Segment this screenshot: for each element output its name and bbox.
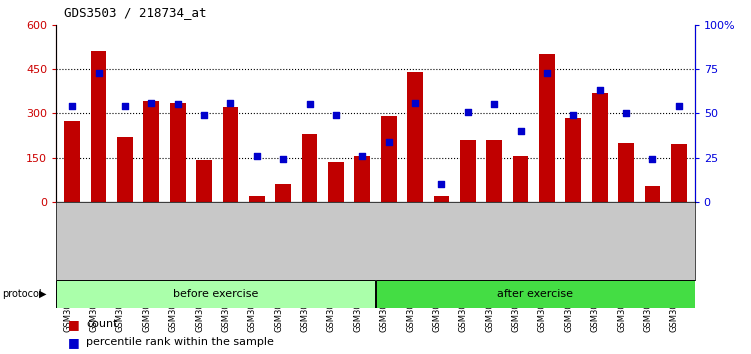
Point	[198, 112, 210, 118]
Bar	[539, 54, 555, 202]
Bar	[460, 140, 475, 202]
Text: percentile rank within the sample: percentile rank within the sample	[86, 337, 274, 348]
Point	[356, 153, 368, 159]
Point	[462, 109, 474, 114]
Bar	[249, 196, 264, 202]
Bar	[354, 156, 370, 202]
Bar	[143, 102, 159, 202]
Point	[303, 102, 315, 107]
Bar	[328, 162, 344, 202]
Point	[594, 87, 606, 93]
Bar	[671, 144, 686, 202]
Point	[514, 128, 526, 134]
Point	[647, 156, 659, 162]
Point	[251, 153, 263, 159]
Text: ■: ■	[68, 336, 80, 349]
Point	[620, 110, 632, 116]
Bar	[117, 137, 133, 202]
Bar	[170, 103, 185, 202]
Bar	[91, 51, 107, 202]
Point	[541, 70, 553, 75]
Bar	[513, 156, 529, 202]
Point	[383, 139, 395, 144]
Text: before exercise: before exercise	[173, 289, 258, 299]
Point	[225, 100, 237, 105]
Point	[330, 112, 342, 118]
Point	[119, 103, 131, 109]
Bar	[381, 116, 397, 202]
Point	[409, 100, 421, 105]
Bar	[487, 140, 502, 202]
Bar	[196, 160, 212, 202]
Bar	[566, 118, 581, 202]
Bar	[65, 121, 80, 202]
Point	[436, 181, 448, 187]
Point	[673, 103, 685, 109]
Text: after exercise: after exercise	[497, 289, 573, 299]
Bar	[376, 280, 695, 308]
Text: protocol: protocol	[2, 289, 42, 299]
Text: ▶: ▶	[39, 289, 47, 299]
Text: GDS3503 / 218734_at: GDS3503 / 218734_at	[64, 6, 207, 19]
Point	[172, 102, 184, 107]
Bar	[618, 143, 634, 202]
Bar	[644, 185, 660, 202]
Point	[66, 103, 78, 109]
Text: ■: ■	[68, 318, 80, 331]
Point	[92, 70, 104, 75]
Bar	[592, 93, 608, 202]
Text: count: count	[86, 319, 118, 329]
Point	[145, 100, 157, 105]
Point	[277, 156, 289, 162]
Bar	[276, 184, 291, 202]
Bar	[407, 72, 423, 202]
Bar	[302, 134, 318, 202]
Point	[567, 112, 579, 118]
Bar	[56, 280, 376, 308]
Point	[488, 102, 500, 107]
Bar	[222, 107, 238, 202]
Bar	[433, 196, 449, 202]
